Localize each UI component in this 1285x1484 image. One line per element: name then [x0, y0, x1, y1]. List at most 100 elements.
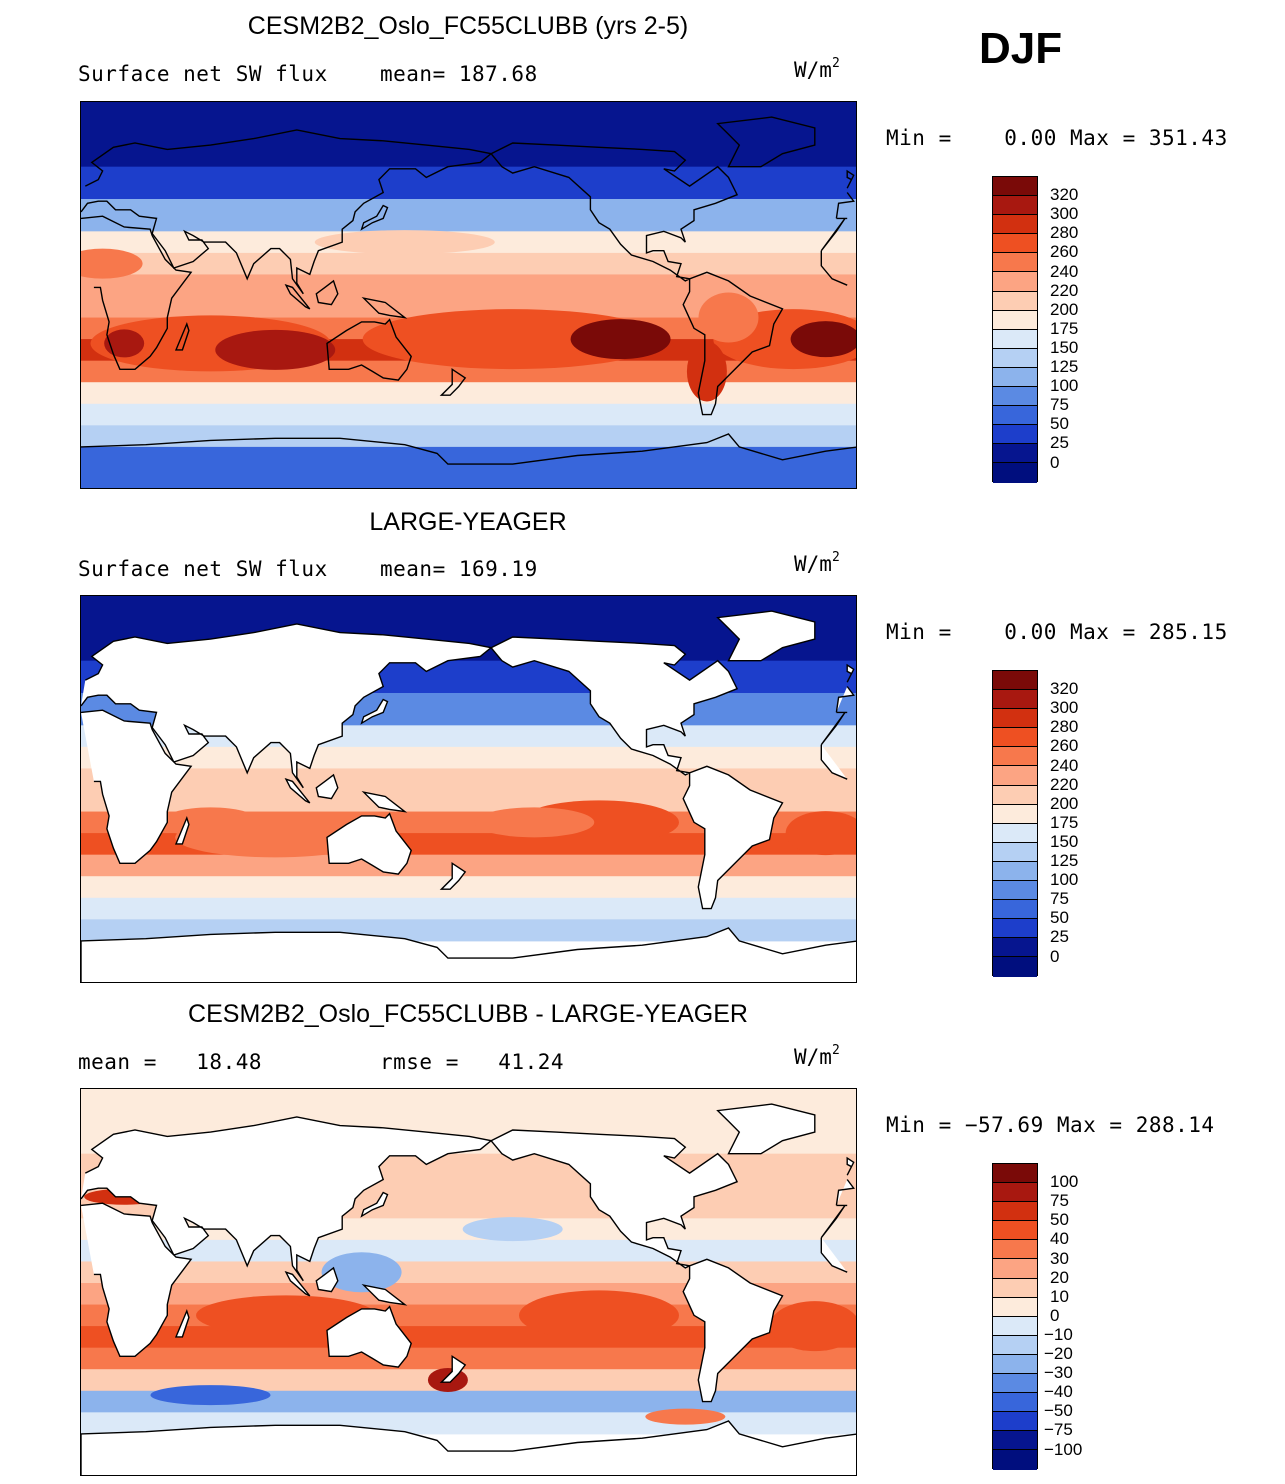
contour-region: [196, 1295, 377, 1336]
colorbar-tick-label: 280: [1050, 717, 1079, 737]
colorbar-swatch: [993, 329, 1037, 349]
colorbar-tick-label: 260: [1050, 736, 1079, 756]
colorbar-swatch: [993, 881, 1037, 901]
colorbar-swatch: [993, 463, 1037, 483]
panel-mean-label-1: mean= 187.68: [380, 62, 538, 86]
colorbar-tick-label: 75: [1050, 1191, 1069, 1211]
colorbar-swatches: [992, 176, 1038, 483]
colorbar-tick-label: 100: [1050, 870, 1079, 890]
colorbar-swatch: [993, 1354, 1037, 1375]
units-text-1: W/m: [794, 58, 832, 82]
contour-band: [81, 1369, 856, 1392]
contour-band: [81, 382, 856, 405]
colorbar-tick-label: 200: [1050, 299, 1079, 319]
contour-band: [81, 446, 856, 488]
map-svg: [81, 1089, 856, 1475]
colorbar-tick-label: 200: [1050, 793, 1079, 813]
colorbar-tick-label: 50: [1050, 908, 1069, 928]
contour-band: [81, 768, 856, 791]
colorbar-tick-label: 50: [1050, 414, 1069, 434]
contour-region: [81, 248, 143, 279]
continent-coastline: [81, 623, 855, 789]
colorbar-tick-label: 125: [1050, 357, 1079, 376]
contour-band: [81, 252, 856, 275]
contour-region: [104, 329, 145, 358]
colorbar-tick-label: 0: [1050, 946, 1060, 966]
contour-band: [81, 876, 856, 899]
colorbar-swatch: [993, 842, 1037, 862]
colorbar-tick-label: 240: [1050, 261, 1079, 281]
colorbar-tick-label: 175: [1050, 318, 1079, 338]
contour-region: [462, 1217, 563, 1242]
continent-coastline: [682, 271, 784, 416]
colorbar-tick-label: 240: [1050, 755, 1079, 775]
colorbar-swatch: [993, 861, 1037, 882]
panel-variable-label-1: Surface net SW flux: [78, 62, 328, 86]
colorbar-swatch: [993, 1278, 1037, 1298]
colorbar-swatch: [993, 785, 1037, 805]
contour-band: [81, 403, 856, 426]
continent-coastline: [326, 1305, 412, 1368]
continent-coastline: [360, 204, 389, 231]
colorbar-swatch: [993, 215, 1037, 235]
minmax-label-1: Min = 0.00 Max = 351.43: [886, 126, 1228, 150]
colorbar-swatch: [993, 444, 1037, 464]
continent-coastline: [360, 1191, 389, 1218]
contour-region: [160, 807, 261, 838]
panel-title-1: CESM2B2_Oslo_FC55CLUBB (yrs 2-5): [247, 12, 689, 40]
continent-coastline: [284, 1270, 311, 1297]
colorbar-tick-label: −75: [1044, 1420, 1073, 1440]
colorbar-swatch: [993, 728, 1037, 748]
colorbar-swatch: [993, 310, 1037, 330]
contour-band: [81, 897, 856, 920]
colorbar-swatch: [993, 1431, 1037, 1451]
contour-region: [785, 811, 856, 856]
colorbar-tick-label: −40: [1044, 1382, 1073, 1402]
colorbar-swatch: [993, 823, 1037, 843]
continent-coastline: [174, 321, 190, 351]
continent-coastline: [361, 791, 408, 813]
continent-coastline: [81, 215, 848, 370]
colorbar-swatch: [993, 1202, 1037, 1222]
continent-coastline: [439, 861, 467, 890]
panel-mean-label-3: mean = 18.48: [78, 1050, 263, 1074]
colorbar-tick-label: 125: [1050, 851, 1079, 870]
contour-region: [769, 1301, 856, 1352]
continent-coastline: [315, 279, 339, 306]
continent-coastline: [489, 1129, 739, 1269]
continent-coastline: [326, 812, 412, 875]
colorbar-swatch: [993, 1240, 1037, 1260]
colorbar-swatches: [992, 670, 1038, 977]
colorbar-tick-label: −30: [1044, 1363, 1073, 1383]
colorbar-tick-label: 0: [1050, 452, 1060, 472]
colorbar-swatch: [993, 1164, 1037, 1184]
colorbar-swatch: [993, 387, 1037, 407]
continent-coastline: [716, 610, 816, 662]
panel-rmse-label-3: rmse = 41.24: [380, 1050, 565, 1074]
continent-coastline: [174, 815, 190, 845]
continent-coastline: [81, 1202, 848, 1357]
colorbar-tick-label: 100: [1050, 1172, 1079, 1192]
colorbar-tick-label: 50: [1050, 1210, 1069, 1230]
colorbar-tick-label: 100: [1050, 376, 1079, 396]
map-svg: [81, 102, 856, 488]
colorbar-swatch: [993, 272, 1037, 292]
contour-region: [790, 321, 856, 358]
colorbar-tick-label: 220: [1050, 280, 1079, 300]
colorbar-swatch: [993, 747, 1037, 767]
colorbar-swatch: [993, 367, 1037, 388]
contour-band: [81, 166, 856, 200]
antarctica-coastline: [81, 433, 856, 465]
colorbar-swatch: [993, 900, 1037, 920]
colorbar-swatch: [993, 348, 1037, 368]
colorbar-tick-label: 25: [1050, 927, 1069, 947]
continent-coastline: [489, 142, 739, 282]
continent-coastline: [315, 773, 339, 800]
colorbar-tick-label: 10: [1050, 1286, 1069, 1306]
colorbar-swatch: [993, 766, 1037, 786]
continent-coastline: [174, 1308, 190, 1338]
colorbar-swatch: [993, 1183, 1037, 1203]
continent-coastline: [284, 777, 311, 804]
contour-region: [215, 329, 336, 370]
colorbar-swatch: [993, 196, 1037, 216]
